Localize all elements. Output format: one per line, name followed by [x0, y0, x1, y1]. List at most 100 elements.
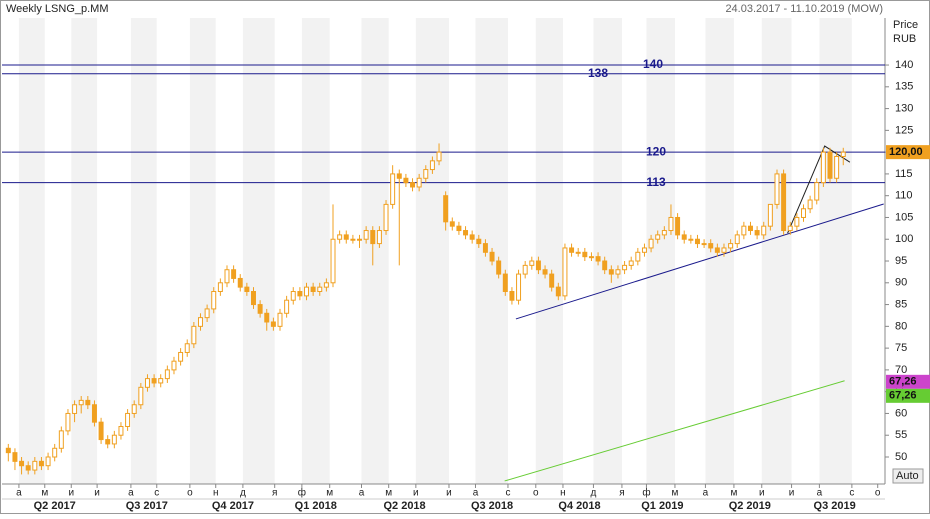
candle-body — [463, 230, 469, 236]
x-tick-label: а — [16, 488, 22, 499]
candle-body — [330, 238, 336, 284]
candle-body — [131, 404, 137, 414]
level-label: 120 — [646, 144, 666, 158]
y-label: RUB — [893, 33, 916, 45]
y-tick-label: 60 — [895, 407, 907, 419]
x-tick-label: н — [560, 488, 566, 499]
y-tick-label: 105 — [895, 211, 913, 223]
candle-body — [622, 264, 628, 271]
candle-body — [376, 230, 382, 245]
candle-body — [661, 230, 667, 236]
candle-body — [648, 238, 654, 249]
candle-body — [357, 238, 363, 241]
candle-body — [562, 247, 568, 297]
candle-body — [58, 430, 64, 449]
candle-body — [655, 234, 661, 240]
candle-body — [635, 251, 641, 262]
quarter-label: Q1 2018 — [295, 500, 337, 512]
candle-body — [91, 404, 97, 423]
candle-body — [443, 195, 449, 223]
candle-body — [747, 225, 753, 232]
candle-body — [224, 269, 230, 284]
candle-body — [317, 286, 323, 293]
candle-body — [390, 173, 396, 205]
y-tick-label: 70 — [895, 364, 907, 376]
candle-body — [681, 234, 687, 240]
x-tick-label: я — [272, 488, 277, 499]
candle-body — [761, 225, 767, 236]
candle-body — [529, 260, 535, 266]
x-tick-label: о — [187, 488, 193, 499]
candle-body — [489, 251, 495, 262]
x-tick-label: с — [154, 488, 159, 499]
x-tick-label: с — [849, 488, 854, 499]
candle-body — [19, 460, 25, 467]
price-tag-label: 120,00 — [889, 146, 923, 158]
candle-body — [456, 225, 462, 232]
candle-body — [337, 234, 343, 240]
candle-body — [197, 317, 203, 327]
x-tick-label: и — [789, 488, 795, 499]
x-tick-label: д — [240, 488, 246, 499]
candle-body — [111, 434, 117, 445]
x-tick-label: о — [875, 488, 881, 499]
x-tick-label: и — [68, 488, 74, 499]
chart-title: Weekly LSNG_p.MM — [6, 3, 109, 15]
candle-body — [237, 277, 243, 288]
candle-body — [840, 151, 846, 157]
month-band — [189, 18, 216, 484]
candle-body — [429, 160, 435, 171]
y-tick-label: 125 — [895, 124, 913, 136]
month-band — [535, 18, 563, 484]
quarter-label: Q3 2017 — [126, 500, 168, 512]
price-tag — [886, 145, 930, 160]
auto-button[interactable] — [892, 468, 924, 484]
candle-body — [728, 243, 734, 249]
month-band — [593, 18, 622, 484]
y-tick-label: 80 — [895, 320, 907, 332]
x-tick-label: м — [41, 488, 48, 499]
candle-body — [78, 399, 84, 406]
x-tick-label: с — [505, 488, 510, 499]
month-band — [819, 18, 852, 484]
x-tick-label: и — [446, 488, 452, 499]
candle-body — [502, 273, 508, 293]
candle-body — [675, 216, 681, 236]
candle-body — [588, 256, 594, 259]
candle-body — [363, 230, 369, 240]
y-tick-label: 115 — [895, 168, 913, 180]
candle-body — [257, 304, 263, 314]
level-label: 140 — [643, 57, 663, 71]
candle-body — [834, 155, 840, 179]
candle-body — [244, 286, 250, 293]
y-tick-label: 95 — [895, 255, 907, 267]
y-tick-label: 135 — [895, 81, 913, 93]
candle-body — [741, 225, 747, 236]
quarter-label: Q2 2018 — [383, 500, 425, 512]
candle-body — [801, 208, 806, 218]
candle-body — [151, 378, 157, 384]
x-tick-label: и — [759, 488, 765, 499]
x-tick-label: н — [213, 488, 219, 499]
candle-body — [138, 386, 144, 406]
x-tick-label: и — [94, 488, 100, 499]
candle-body — [310, 286, 316, 293]
candle-body — [184, 343, 190, 353]
candle-body — [827, 151, 833, 179]
candle-body — [410, 182, 416, 188]
candle-body — [52, 447, 58, 458]
y-label: Price — [893, 19, 918, 31]
y-tick-label: 130 — [895, 102, 913, 114]
month-band — [301, 18, 330, 484]
auto-label[interactable]: Auto — [896, 470, 919, 482]
candle-body — [807, 199, 813, 210]
y-tick-label: 90 — [895, 277, 907, 289]
candle-body — [641, 247, 647, 253]
month-band — [242, 18, 275, 484]
candle-body — [32, 460, 38, 471]
candle-body — [350, 238, 356, 241]
candle-body — [304, 286, 309, 297]
candle-body — [158, 378, 164, 384]
quarter-label: Q2 2019 — [729, 500, 771, 512]
candle-body — [787, 225, 793, 232]
